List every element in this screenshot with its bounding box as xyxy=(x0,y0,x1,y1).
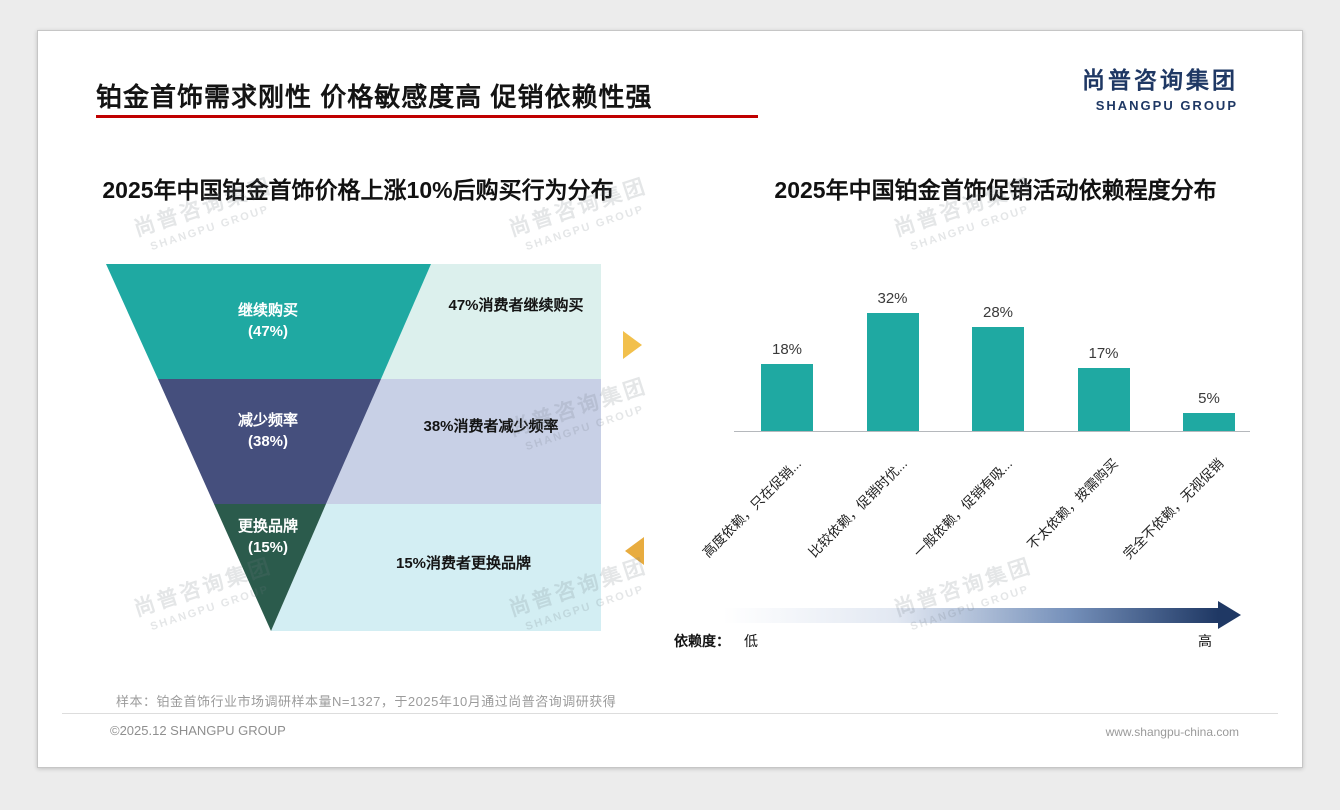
footer-website: www.shangpu-china.com xyxy=(1105,725,1239,739)
bar-chart-plot: 18% 32% 28% 17% 5% xyxy=(728,271,1258,432)
dependency-low-label: 低 xyxy=(744,633,758,649)
bar-category-label: 完全不依赖，无视促销 xyxy=(1120,455,1227,562)
dependency-gradient-arrow xyxy=(723,608,1218,623)
funnel-segment-value-1: (47%) xyxy=(247,323,288,340)
logo-cn-text: 尚普咨询集团 xyxy=(1082,67,1238,93)
dependency-high-label: 高 xyxy=(1198,633,1212,649)
x-axis-line xyxy=(734,431,1250,432)
funnel-segment-text-1: 继续购买 (47%) xyxy=(168,300,368,342)
funnel-annotation-text-3: 15%消费者更换品牌 xyxy=(395,555,532,572)
dependency-arrowhead-icon xyxy=(1218,601,1241,629)
funnel-annotation-text-1: 47%消费者继续购买 xyxy=(448,297,584,314)
bar-category-label: 不太依赖，按需购买 xyxy=(1024,455,1121,553)
arrow-left-icon xyxy=(625,537,644,565)
bar-category-label: 一般依赖，促销有吸... xyxy=(910,455,1016,561)
dependency-axis-label: 依赖度： xyxy=(674,633,730,649)
page-title: 铂金首饰需求刚性 价格敏感度高 促销依赖性强 xyxy=(96,82,653,112)
bar-value-label: 5% xyxy=(1198,389,1220,407)
funnel-segment-name-2: 减少频率 xyxy=(237,412,298,429)
funnel-segment-name-3: 更换品牌 xyxy=(237,518,298,535)
funnel-chart: 继续购买 (47%) 减少频率 (38%) 更换品牌 (15%) 47%消费者继… xyxy=(106,264,601,631)
watermark-en-text: SHANGPU GROUP xyxy=(523,203,646,254)
title-accent-line xyxy=(96,115,758,118)
bar-category-label: 比较依赖，促销时优... xyxy=(805,455,910,561)
funnel-annotation-box-3 xyxy=(271,504,601,631)
logo: 尚普咨询集团 SHANGPU GROUP xyxy=(1082,61,1238,113)
funnel-annotation-text-2: 38%消费者减少频率 xyxy=(423,418,559,435)
logo-en-text: SHANGPU GROUP xyxy=(1095,98,1238,113)
bar-value-label: 32% xyxy=(877,289,908,307)
funnel-segment-1 xyxy=(106,264,431,379)
arrow-right-icon xyxy=(623,331,642,359)
sample-note: 样本：铂金首饰行业市场调研样本量N=1327，于2025年10月通过尚普咨询调研… xyxy=(116,694,617,709)
bar xyxy=(972,327,1024,431)
bar-chart-title: 2025年中国铂金首饰促销活动依赖程度分布 xyxy=(774,177,1217,203)
bar xyxy=(866,312,919,431)
footer-divider xyxy=(62,713,1278,714)
bar-value-label: 28% xyxy=(982,304,1014,322)
funnel-segment-text-2: 减少频率 (38%) xyxy=(168,410,368,452)
funnel-annotation-box-2 xyxy=(326,379,601,504)
watermark-en-text: SHANGPU GROUP xyxy=(148,203,271,254)
funnel-segment-name-1: 继续购买 xyxy=(237,302,298,319)
slide: 铂金首饰需求刚性 价格敏感度高 促销依赖性强 尚普咨询集团 SHANGPU GR… xyxy=(37,30,1303,768)
funnel-segment-value-2: (38%) xyxy=(247,433,288,450)
bar-category-label: 高度依赖，只在促销... xyxy=(699,455,805,561)
funnel-segment-text-3: 更换品牌 (15%) xyxy=(168,516,368,558)
footer-copyright: ©2025.12 SHANGPU GROUP xyxy=(110,723,286,738)
bar-value-label: 18% xyxy=(771,341,803,359)
bar xyxy=(1077,368,1130,431)
funnel-segment-value-3: (15%) xyxy=(247,539,288,556)
funnel-chart-title: 2025年中国铂金首饰价格上涨10%后购买行为分布 xyxy=(102,177,614,203)
bar xyxy=(761,364,813,431)
bar-value-label: 17% xyxy=(1088,345,1119,363)
bar xyxy=(1183,412,1235,431)
watermark-en-text: SHANGPU GROUP xyxy=(908,203,1031,254)
